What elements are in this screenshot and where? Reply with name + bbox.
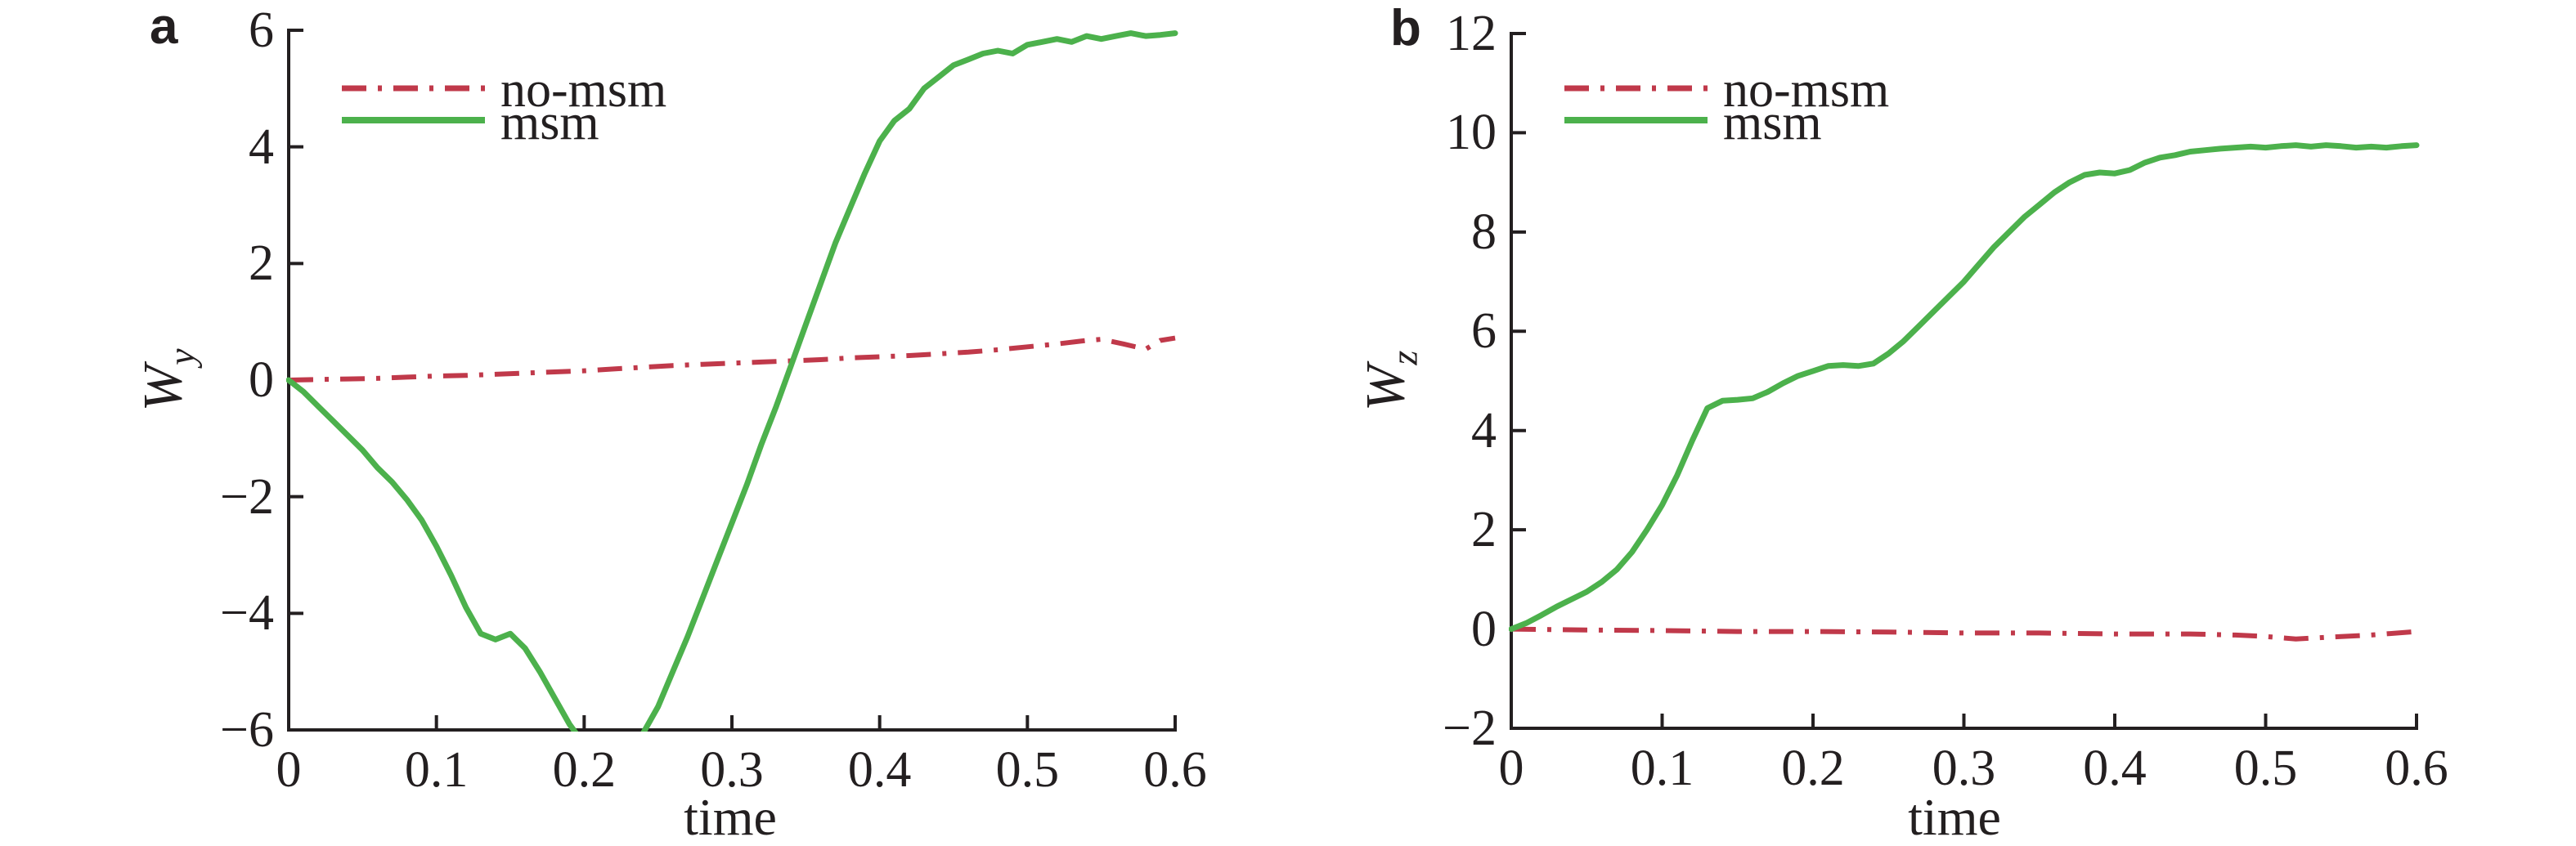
panel-b-y-tick-label: 8	[1471, 204, 1497, 260]
panel-b-x-tick-label: 0.6	[2385, 741, 2448, 796]
panel-b-x-tick-label: 0.1	[1630, 741, 1694, 796]
panel-a-x-axis-label: time	[684, 788, 777, 846]
panel-b-letter: b	[1390, 0, 1421, 56]
panel-a-y-tick-label: 0	[249, 352, 274, 408]
panel-b-x-axis-label: time	[1908, 788, 2001, 846]
panel-a-x-tick-label: 0.3	[700, 742, 764, 798]
panel-a-y-tick-label: 6	[249, 2, 274, 58]
panel-a-axes	[287, 29, 1177, 732]
panel-b-y-tick-label: 10	[1446, 105, 1497, 161]
panel-a-x-tick-label: 0.2	[552, 742, 617, 798]
panel-a-x-tick-label: 0.6	[1143, 742, 1207, 798]
panel-b-y-tick-label: 12	[1446, 6, 1497, 61]
panel-a-x-tick-label: 0.5	[995, 742, 1060, 798]
panel-b-x-tick-label: 0.5	[2233, 741, 2298, 796]
panel-a-series-no-msm-curve	[288, 335, 1176, 383]
panel-b-series-no-msm-curve	[1510, 626, 2417, 642]
panel-a-series-msm-curve	[286, 30, 1178, 732]
panel-a-y-tick-label: 2	[249, 235, 274, 292]
panel-a-x-tick-label: 0.4	[847, 742, 912, 798]
panel-a-y-tick-label: 4	[249, 119, 274, 175]
panel-b-y-axis-label: Wz	[1354, 351, 1425, 412]
panel-b-axes	[1510, 32, 2418, 730]
panel-b-x-tick-label: 0.3	[1932, 741, 1996, 796]
panel-a-y-tick-label: −2	[220, 468, 274, 525]
panel-b-legend-label-no-msm: no-msm	[1723, 62, 1890, 118]
panel-b-legend-label-msm: msm	[1723, 95, 1822, 150]
panel-a-legend-label-no-msm: no-msm	[500, 62, 667, 118]
panel-b-x-tick-label: 0.2	[1781, 741, 1845, 796]
panel-b-y-tick-label: 4	[1471, 402, 1497, 459]
panel-a-legend-label-msm: msm	[500, 95, 599, 150]
panel-a-letter: a	[150, 0, 178, 55]
panel-a-x-tick-label: 0.1	[404, 742, 469, 798]
panel-a-y-tick-label: −4	[220, 585, 274, 642]
panel-a-y-tick-label: −6	[220, 702, 274, 758]
panel-b-x-tick-label: 0	[1498, 741, 1524, 796]
panel-b-x-tick-label: 0.4	[2083, 741, 2147, 796]
panel-b-y-tick-label: 6	[1471, 303, 1497, 360]
panel-b-y-tick-label: 2	[1471, 502, 1497, 558]
panel-b-y-tick-label: 0	[1471, 601, 1497, 657]
panel-b-y-tick-label: −2	[1443, 701, 1497, 756]
panel-b-series-msm-curve	[1509, 142, 2420, 633]
panel-a-x-tick-label: 0	[276, 742, 302, 798]
